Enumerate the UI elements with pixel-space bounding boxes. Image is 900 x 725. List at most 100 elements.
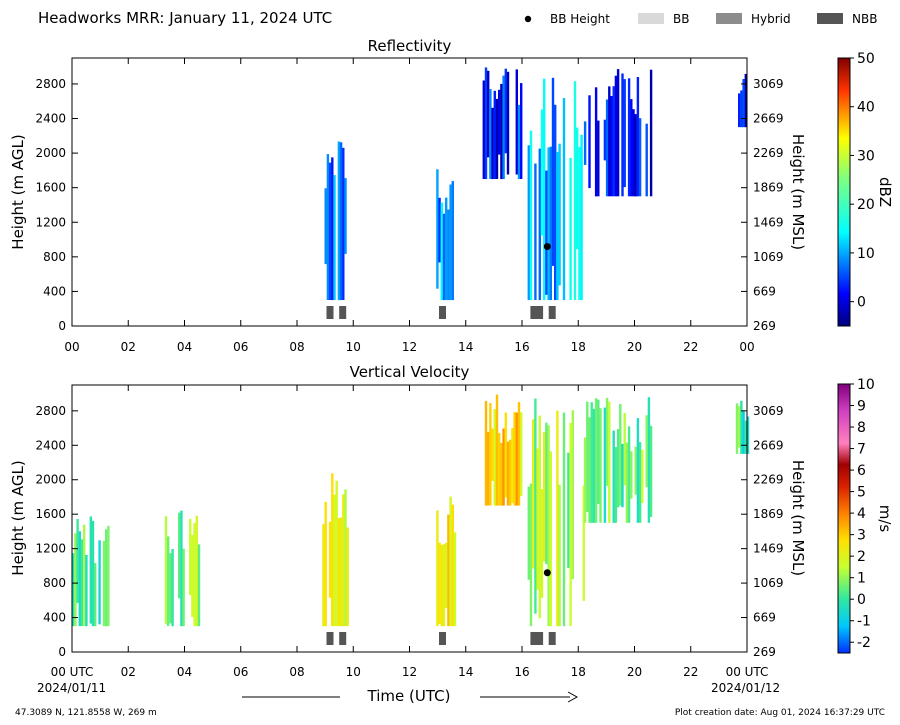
colorbar-tick-label: 0	[857, 295, 866, 311]
x-tick-label: 14	[458, 340, 473, 354]
precip-streak	[599, 408, 602, 523]
precip-streak	[540, 489, 544, 598]
precip-streak	[171, 549, 174, 627]
bb-type-marker	[339, 632, 347, 645]
precip-streak	[597, 399, 600, 505]
precip-streak	[506, 71, 510, 175]
y-tick-label: 2800	[35, 77, 66, 91]
precip-streak	[491, 107, 494, 180]
precip-streak	[445, 542, 448, 608]
precip-streak	[616, 69, 620, 197]
precip-streak	[442, 213, 446, 301]
x-tick-label: 12	[402, 340, 417, 354]
precip-streak	[540, 109, 544, 236]
bb-type-marker	[530, 632, 544, 645]
precip-streak	[590, 402, 593, 523]
precip-streak	[489, 89, 492, 179]
y-tick-label-right: 1069	[753, 250, 784, 264]
end-date-label: 2024/01/12	[711, 681, 780, 695]
y-tick-label: 1600	[35, 181, 66, 195]
precip-streak	[339, 142, 343, 301]
x-tick-label: 00	[64, 340, 79, 354]
precip-streak	[333, 175, 336, 300]
y-axis-label-right: Height (m MSL)	[789, 460, 807, 576]
y-tick-label-right: 3069	[753, 404, 784, 418]
precip-streak	[489, 403, 492, 506]
y-tick-label: 0	[58, 645, 66, 659]
precip-streak	[562, 98, 566, 301]
y-tick-label-right: 1069	[753, 576, 784, 590]
precip-streak	[189, 518, 192, 596]
y-tick-label: 1600	[35, 507, 66, 521]
precip-streak	[197, 544, 201, 627]
precip-streak	[504, 68, 507, 154]
y-tick-label: 2400	[35, 112, 66, 126]
y-tick-label-right: 269	[753, 319, 776, 333]
colorbar-tick-label: 9	[857, 399, 866, 415]
precip-streak	[495, 98, 499, 179]
precip-streak	[543, 78, 546, 301]
precip-streak	[534, 398, 537, 614]
colorbar-tick-label: 40	[857, 100, 875, 116]
precip-streak	[605, 397, 609, 486]
precip-streak	[634, 446, 637, 495]
y-tick-label: 400	[43, 611, 66, 625]
precip-streak	[529, 130, 533, 301]
x-tick-label: 00 UTC	[726, 665, 769, 679]
precip-streak	[625, 442, 629, 523]
x-tick-label: 02	[121, 665, 136, 679]
precip-streak	[619, 404, 622, 506]
x-tick-label: 18	[571, 340, 586, 354]
precip-streak	[517, 104, 521, 179]
precip-streak	[167, 536, 170, 627]
precip-streak	[91, 520, 95, 627]
x-tick-label: 20	[627, 340, 642, 354]
precip-streak	[331, 473, 334, 627]
x-tick-label: 16	[514, 340, 529, 354]
precip-streak	[346, 527, 349, 627]
precip-streak	[342, 494, 345, 627]
precip-streak	[547, 425, 550, 627]
x-tick-label: 06	[233, 665, 248, 679]
nbb-legend-swatch	[817, 13, 843, 24]
precip-streak	[178, 512, 181, 599]
precip-streak	[538, 415, 541, 619]
y-tick-label: 800	[43, 250, 66, 264]
precip-streak	[571, 410, 574, 579]
precip-streak	[102, 541, 106, 627]
y-tick-label-right: 1469	[753, 215, 784, 229]
precip-streak	[169, 553, 172, 624]
precip-streak	[573, 81, 577, 301]
precip-streak	[649, 69, 653, 197]
precip-streak	[608, 401, 611, 523]
precip-streak	[556, 410, 559, 627]
x-tick-label: 12	[402, 665, 417, 679]
figure-title: Headworks MRR: January 11, 2024 UTC	[38, 9, 332, 27]
x-tick-label: 22	[683, 340, 698, 354]
y-tick-label-right: 2669	[753, 112, 784, 126]
precip-streak	[576, 127, 579, 250]
precip-streak	[529, 483, 533, 627]
x-tick-label: 10	[346, 340, 361, 354]
precip-streak	[545, 422, 548, 565]
colorbar-tick-label: 2	[857, 549, 866, 565]
colorbar-tick-label: 10	[857, 377, 875, 393]
precip-streak	[76, 519, 79, 603]
colorbar-tick-label: 20	[857, 197, 875, 213]
precip-streak	[534, 163, 537, 300]
precip-streak	[85, 555, 88, 627]
y-tick-label: 2400	[35, 438, 66, 452]
precip-streak	[627, 78, 631, 197]
precip-streak	[638, 442, 642, 523]
precip-streak	[451, 504, 454, 627]
location-label: 47.3089 N, 121.8558 W, 269 m	[15, 708, 157, 718]
precip-streak	[180, 510, 183, 627]
precip-streak	[583, 437, 587, 523]
precip-streak	[498, 89, 501, 155]
y-axis-label: Height (m AGL)	[9, 134, 27, 249]
precip-streak	[636, 77, 640, 197]
precip-streak	[742, 79, 745, 128]
colorbar-label: dBZ	[876, 177, 894, 207]
precip-streak	[333, 494, 336, 627]
